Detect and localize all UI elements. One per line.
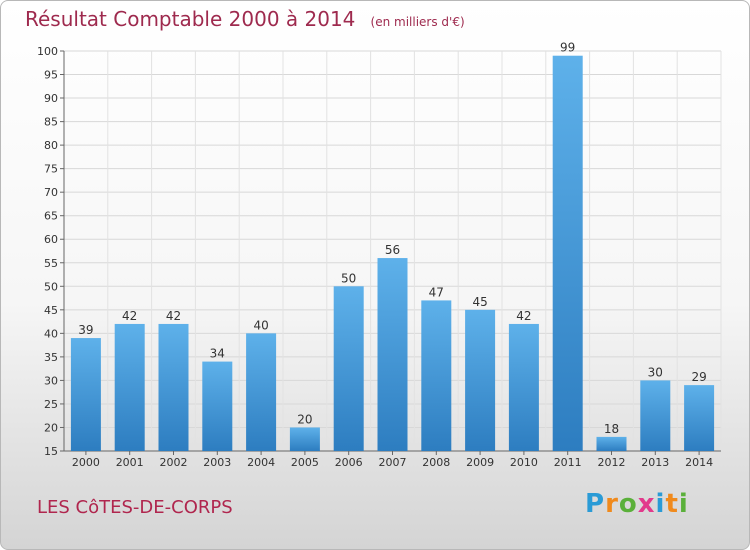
logo-letter: i [678,489,689,519]
x-tick-label: 2013 [641,456,669,469]
x-tick-label: 2003 [203,456,231,469]
x-tick-label: 2012 [598,456,626,469]
bar-value-label: 40 [253,318,268,332]
bar-value-label: 99 [560,41,575,55]
y-tick-label: 100 [37,45,58,58]
y-tick-label: 85 [44,116,58,129]
x-tick-label: 2001 [116,456,144,469]
y-tick-label: 65 [44,210,58,223]
logo-letter: r [605,489,619,519]
y-tick-label: 80 [44,139,58,152]
logo-letter: o [618,489,638,519]
y-tick-label: 25 [44,398,58,411]
bar-value-label: 29 [691,370,706,384]
logo-letter: x [637,489,656,519]
logo-letter: i [655,489,666,519]
bar-value-label: 50 [341,271,356,285]
y-tick-label: 30 [44,374,58,387]
x-tick-label: 2014 [685,456,713,469]
bar-2003 [202,361,233,451]
bar-2002 [158,323,189,451]
bar-value-label: 45 [472,295,487,309]
bar-value-label: 18 [604,422,619,436]
y-tick-label: 55 [44,257,58,270]
bars [70,55,715,452]
bar-value-label: 56 [385,243,400,257]
x-tick-label: 2002 [160,456,188,469]
y-tick-label: 60 [44,233,58,246]
place-name: LES CôTES-DE-CORPS [37,497,233,518]
bar-2005 [289,427,320,451]
bar-2009 [465,309,496,451]
bar-2011 [552,55,583,452]
x-tick-label: 2009 [466,456,494,469]
bar-2006 [333,286,364,451]
proxiti-logo: Proxiti [585,489,689,519]
x-tick-label: 2006 [335,456,363,469]
y-tick-label: 15 [44,445,58,458]
bar-value-label: 34 [210,347,225,361]
x-tick-label: 2000 [72,456,100,469]
bar-2010 [508,323,539,451]
y-tick-label: 40 [44,327,58,340]
y-tick-label: 70 [44,186,58,199]
bar-chart: 15 20 25 30 35 40 45 50 55 60 65 70 75 80 85 90 95 100 39 2… [37,41,722,469]
y-tick-label: 75 [44,163,58,176]
bar-value-label: 47 [429,285,444,299]
bar-value-label: 42 [516,309,531,323]
labels: 15 20 25 30 35 40 45 50 55 60 65 70 75 80 85 90 95 100 39 2… [37,41,713,469]
y-tick-label: 95 [44,69,58,82]
x-tick-label: 2010 [510,456,538,469]
bar-2007 [377,258,408,451]
bar-value-label: 20 [297,412,312,426]
chart-unit: (en milliers d'€) [370,15,465,29]
bar-2012 [596,436,627,451]
y-tick-label: 90 [44,92,58,105]
bar-value-label: 39 [78,323,93,337]
bar-value-label: 30 [648,365,663,379]
bar-2000 [70,338,101,451]
chart-title: Résultat Comptable 2000 à 2014 [25,7,356,31]
y-tick-label: 20 [44,421,58,434]
bar-2008 [421,300,452,451]
x-tick-label: 2008 [422,456,450,469]
bar-2001 [114,323,145,451]
logo-letter: t [665,489,679,519]
y-tick-label: 50 [44,280,58,293]
x-tick-label: 2005 [291,456,319,469]
bar-2014 [684,385,715,451]
bar-2013 [640,380,671,451]
y-tick-label: 35 [44,351,58,364]
bar-value-label: 42 [166,309,181,323]
x-tick-label: 2004 [247,456,275,469]
bar-value-label: 42 [122,309,137,323]
x-tick-label: 2011 [554,456,582,469]
title-row: Résultat Comptable 2000 à 2014 (en milli… [25,7,465,31]
bar-2004 [246,333,277,451]
y-tick-label: 45 [44,304,58,317]
logo-letter: P [585,489,606,519]
x-tick-label: 2007 [379,456,407,469]
